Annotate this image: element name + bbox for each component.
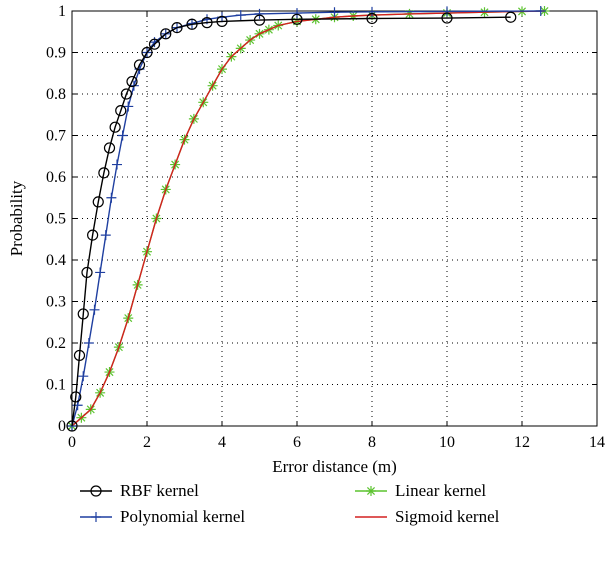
data-point-circle: [109, 121, 121, 133]
data-point-plus: [100, 230, 111, 241]
data-point-circle: [160, 28, 172, 40]
data-point-plus: [95, 267, 106, 278]
grid: [72, 11, 597, 426]
y-tick-label: 0.8: [46, 86, 66, 103]
plot-frame: [71, 10, 598, 427]
legend-label: Polynomial kernel: [120, 507, 245, 526]
data-point-asterisk: [366, 486, 376, 496]
y-tick-label: 1: [58, 3, 66, 20]
data-point-plus: [83, 338, 94, 348]
data-point-circle: [81, 266, 93, 279]
data-point-plus: [235, 10, 246, 21]
legend: RBF kernel Polynomial kernel Linear kernel…: [80, 481, 500, 526]
x-tick-label: 8: [368, 434, 376, 451]
legend-item: Polynomial kernel: [80, 507, 245, 526]
data-point-circle: [66, 420, 78, 432]
y-tick-label: 0.3: [46, 294, 66, 311]
data-point-circle: [505, 11, 517, 23]
data-point-plus: [254, 8, 265, 19]
data-point-circle: [98, 167, 110, 179]
series-line: [71, 10, 545, 427]
data-point-plus: [442, 6, 452, 17]
x-tick-label: 6: [293, 434, 301, 451]
y-tick-label: 0.5: [46, 211, 66, 228]
y-tick-label: 0.6: [46, 169, 66, 186]
series-sigmoid-kernel: [71, 10, 545, 427]
series-line: [71, 16, 511, 427]
data-point-circle: [441, 12, 453, 24]
y-tick-label: 0.7: [46, 128, 66, 145]
legend-item: RBF kernel: [80, 481, 199, 500]
y-tick-label: 0.1: [46, 377, 66, 394]
data-point-circle: [120, 88, 132, 100]
data-point-plus: [78, 371, 89, 382]
x-tick-label: 10: [439, 434, 455, 451]
y-tick-label: 0: [58, 418, 66, 435]
x-tick-label: 0: [68, 434, 76, 451]
data-point-plus: [329, 7, 340, 18]
data-point-circle: [171, 22, 183, 34]
data-point-circle: [115, 104, 127, 117]
data-point-plus: [123, 101, 134, 112]
data-point-circle: [73, 349, 86, 362]
x-tick-label: 12: [514, 434, 530, 451]
data-point-circle: [126, 75, 138, 88]
legend-label: Sigmoid kernel: [395, 507, 500, 526]
y-tick-label: 0.9: [46, 45, 66, 62]
y-tick-label: 0.4: [46, 252, 66, 269]
data-point-circle: [70, 391, 82, 403]
y-tick-label: 0.2: [46, 335, 66, 352]
x-axis-title: Error distance (m): [272, 457, 397, 476]
data-point-circle: [366, 12, 378, 25]
data-point-plus: [535, 6, 546, 16]
x-tick-label: 4: [218, 434, 226, 451]
data-point-circle: [90, 485, 102, 497]
data-point-plus: [367, 6, 377, 17]
legend-label: RBF kernel: [120, 481, 199, 500]
data-point-circle: [92, 196, 104, 208]
legend-item: Sigmoid kernel: [355, 507, 500, 526]
data-point-plus: [112, 159, 122, 170]
data-point-circle: [291, 13, 303, 25]
data-point-plus: [89, 304, 100, 315]
data-point-circle: [141, 46, 153, 59]
data-point-circle: [133, 59, 146, 71]
legend-item: Linear kernel: [355, 481, 486, 500]
series-rbf-kernel: [66, 11, 517, 432]
data-point-plus: [292, 8, 302, 19]
y-axis-title: Probability: [7, 180, 26, 256]
data-point-circle: [253, 14, 266, 26]
data-point-circle: [87, 229, 99, 241]
axis-ticks: 0 2 4 6 8 10 12 14 0 0.1 0.2 0.3 0.4 0.5 0.6 0.7 0.8 0.9 1: [46, 3, 605, 451]
series-group: [66, 6, 550, 432]
data-point-circle: [103, 142, 116, 154]
data-point-circle: [216, 15, 228, 27]
data-point-circle: [77, 308, 89, 320]
data-point-circle: [186, 18, 198, 30]
x-tick-label: 14: [589, 434, 605, 451]
x-tick-label: 2: [143, 434, 151, 451]
data-point-plus: [106, 192, 117, 203]
data-point-plus: [117, 130, 128, 141]
data-point-circle: [148, 38, 161, 50]
data-point-circle: [201, 17, 213, 29]
legend-label: Linear kernel: [395, 481, 486, 500]
data-point-plus: [91, 512, 101, 522]
